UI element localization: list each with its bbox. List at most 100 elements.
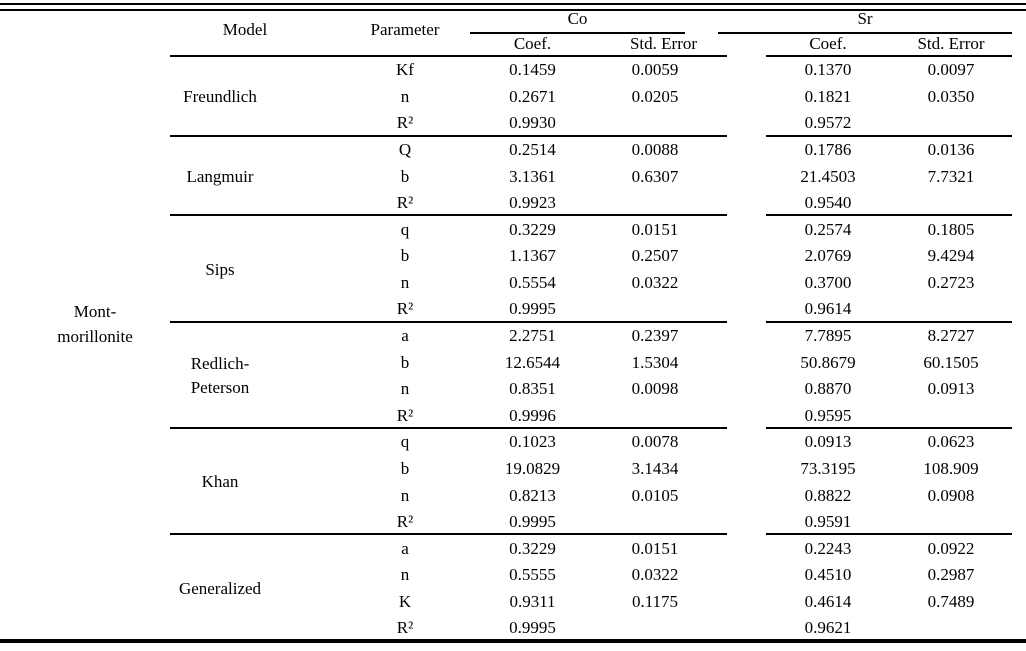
sr-std-error-cell: 0.2987 [927,565,975,585]
co-std-error-cell: 0.0105 [631,485,679,505]
sr-std-error-cell: 0.0350 [927,86,975,106]
co-coef-cell: 0.9930 [509,113,556,133]
table-row: R² 0.9995 0.9614 [0,296,1026,323]
model-section: Redlich- Peterson a 2.2751 0.2397 7.7895… [0,323,1026,430]
table-row: K 0.9311 0.1175 0.4614 0.7489 [0,589,1026,616]
co-std-error-cell: 0.0205 [631,86,679,106]
table-body: Freundlich Kf 0.1459 0.0059 0.1370 0.009… [0,57,1026,642]
parameter-cell: b [400,246,410,266]
table-row: n 0.8351 0.0098 0.8870 0.0913 [0,376,1026,403]
parameter-cell: n [400,565,410,585]
table-bottom-rule [0,639,1026,643]
sr-coef-cell: 0.8870 [804,379,852,399]
co-std-error-cell: 0.0098 [631,379,679,399]
co-coef-cell: 0.9995 [509,512,556,532]
co-std-error-cell: 0.0088 [631,140,679,160]
co-std-error-cell: 0.6307 [631,166,679,186]
model-label: Sips [205,259,235,279]
model-section: Generalized a 0.3229 0.0151 0.2243 0.092… [0,535,1026,641]
co-coef-cell: 0.5555 [509,565,556,585]
sr-std-error-cell: 0.0908 [927,485,975,505]
adsorbent-label: Mont- morillonite [57,302,133,346]
parameter-cell: R² [396,299,414,319]
table-row: b 19.0829 3.1434 73.3195 108.909 [0,456,1026,483]
co-std-error-cell: 1.5304 [631,352,679,372]
table-row: R² 0.9996 0.9595 [0,403,1026,430]
sr-group-underline [718,32,1012,34]
co-std-error-cell: 0.0151 [631,538,679,558]
table-row: b 12.6544 1.5304 50.8679 60.1505 [0,349,1026,376]
sr-coef-cell: 21.4503 [800,166,856,186]
co-coef-cell: 1.1367 [509,246,556,266]
column-header-sr-std-error: Std. Error [917,34,985,53]
model-section: Sips q 0.3229 0.0151 0.2574 0.1805 b 1.1… [0,216,1026,324]
parameter-cell: n [400,272,410,292]
co-coef-cell: 0.8351 [509,379,556,399]
table-row: R² 0.9930 0.9572 [0,110,1026,137]
co-std-error-cell: 0.2507 [631,246,679,266]
sr-std-error-cell: 7.7321 [927,166,975,186]
sr-coef-cell: 0.3700 [804,272,852,292]
co-coef-cell: 12.6544 [504,352,561,372]
model-label: Freundlich [183,86,257,106]
table-row: a 0.3229 0.0151 0.2243 0.0922 [0,535,1026,562]
model-label: Generalized [178,578,262,598]
table-top-double-rule [0,3,1026,11]
co-group-underline [470,32,685,34]
parameter-cell: n [400,485,410,505]
sr-coef-cell: 0.2243 [804,538,852,558]
parameter-cell: b [400,458,410,478]
co-coef-cell: 0.1023 [509,432,556,452]
group-header-sr: Sr [857,9,873,28]
parameter-cell: Kf [396,60,414,80]
sr-coef-cell: 0.0913 [804,432,852,452]
table-row: q 0.3229 0.0151 0.2574 0.1805 [0,216,1026,243]
parameter-cell: q [400,432,410,452]
column-header-model: Model [222,20,268,39]
model-section: Freundlich Kf 0.1459 0.0059 0.1370 0.009… [0,57,1026,137]
table-row: n 0.5554 0.0322 0.3700 0.2723 [0,270,1026,297]
co-std-error-cell: 0.0322 [631,565,679,585]
parameter-cell: n [400,379,410,399]
table-row: q 0.1023 0.0078 0.0913 0.0623 [0,429,1026,456]
co-coef-cell: 0.8213 [509,485,556,505]
co-coef-cell: 0.2671 [509,86,556,106]
co-coef-cell: 0.1459 [509,60,556,80]
co-coef-cell: 0.9311 [509,591,556,611]
model-label: Langmuir [186,166,254,186]
parameter-cell: q [400,219,410,239]
co-coef-cell: 0.9995 [509,299,556,319]
sr-coef-cell: 0.9572 [804,113,852,133]
co-coef-cell: 0.9996 [509,405,556,425]
table-row: n 0.5555 0.0322 0.4510 0.2987 [0,562,1026,589]
parameter-cell: R² [396,512,414,532]
sr-coef-cell: 0.1786 [804,140,852,160]
sr-coef-cell: 0.4614 [804,591,852,611]
co-coef-cell: 3.1361 [509,166,556,186]
sr-coef-cell: 0.1370 [804,60,852,80]
table-row: R² 0.9923 0.9540 [0,190,1026,217]
co-coef-cell: 19.0829 [504,458,561,478]
column-header-co-std-error: Std. Error [629,34,698,53]
model-section: Langmuir Q 0.2514 0.0088 0.1786 0.0136 b… [0,137,1026,217]
model-label: Khan [201,472,239,492]
sr-std-error-cell: 0.1805 [927,219,975,239]
parameter-cell: a [401,538,409,558]
table-row: b 1.1367 0.2507 2.0769 9.4294 [0,243,1026,270]
co-std-error-cell: 3.1434 [631,458,679,478]
parameter-cell: Q [398,140,412,160]
parameter-cell: R² [396,618,414,638]
sr-std-error-cell: 8.2727 [927,326,975,346]
co-std-error-cell: 0.0078 [631,432,679,452]
model-label: Redlich- Peterson [190,353,250,397]
sr-coef-cell: 0.1821 [804,86,852,106]
table-row: R² 0.9995 0.9591 [0,509,1026,536]
table-row: n 0.2671 0.0205 0.1821 0.0350 [0,84,1026,111]
model-section: Khan q 0.1023 0.0078 0.0913 0.0623 b 19.… [0,429,1026,536]
sr-std-error-cell: 0.0623 [927,432,975,452]
sr-coef-cell: 50.8679 [800,352,856,372]
column-header-sr-coef: Coef. [809,34,847,53]
parameter-cell: b [400,352,410,372]
sr-std-error-cell: 9.4294 [927,246,975,266]
parameter-cell: R² [396,193,414,213]
